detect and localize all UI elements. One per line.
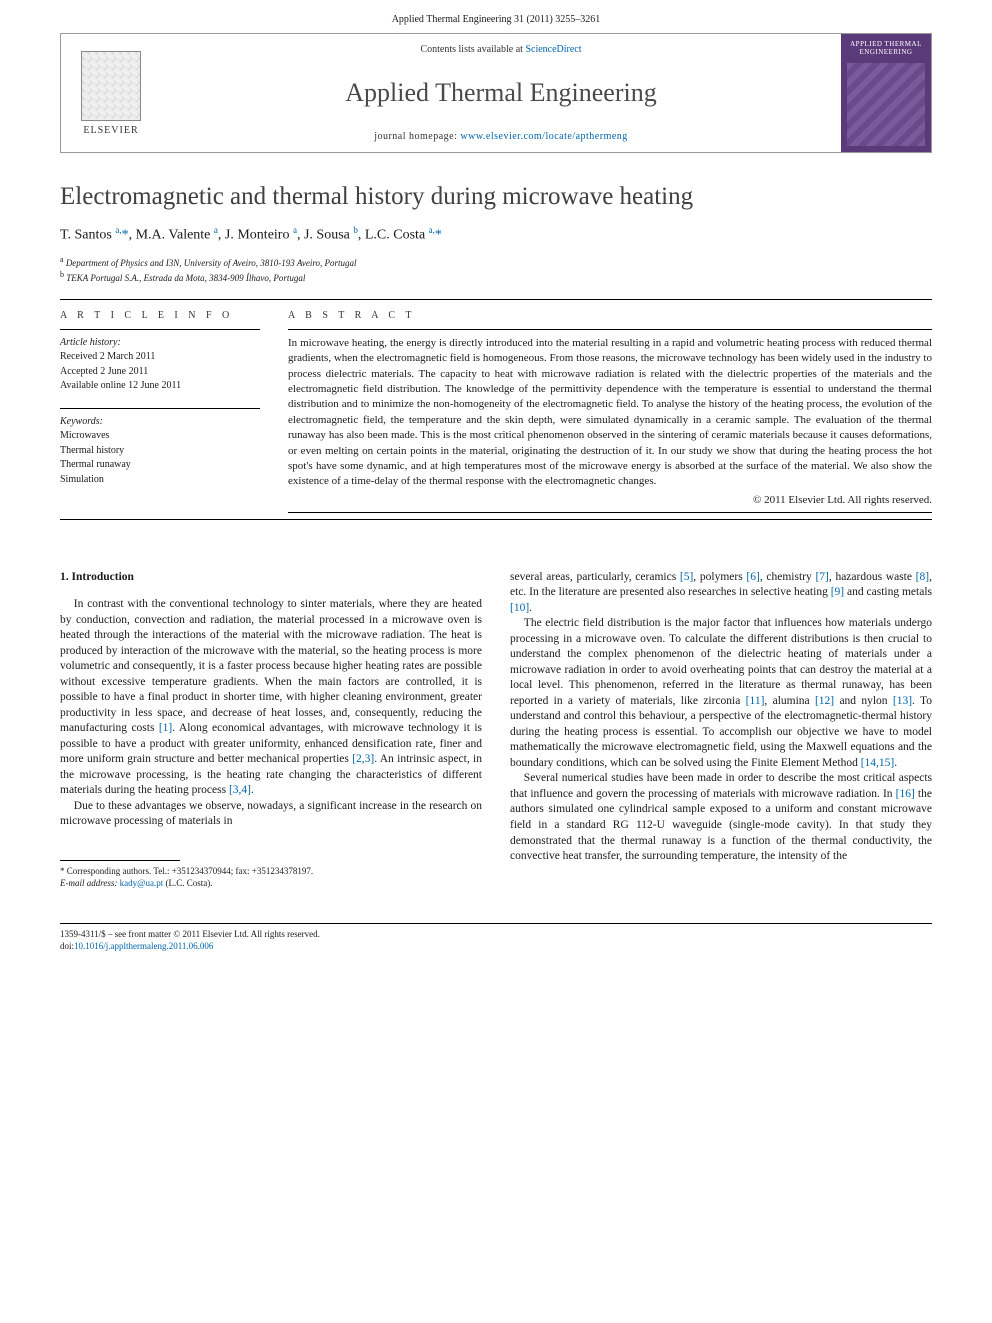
col2-p1: several areas, particularly, ceramics [5… [510, 570, 932, 617]
affiliation-b: b TEKA Portugal S.A., Estrada da Mota, 3… [60, 269, 932, 285]
affiliation-a: a Department of Physics and I3N, Univers… [60, 254, 932, 270]
abstract-column: A B S T R A C T In microwave heating, th… [288, 310, 932, 519]
publisher-name: ELSEVIER [83, 125, 138, 136]
footnote-separator [60, 860, 180, 861]
authors-line: T. Santos a,*, M.A. Valente a, J. Montei… [60, 225, 932, 244]
history-online: Available online 12 June 2011 [60, 379, 260, 394]
corr-line: * Corresponding authors. Tel.: +35123437… [60, 865, 482, 877]
history-label: Article history: [60, 336, 260, 351]
journal-banner: ELSEVIER Contents lists available at Sci… [60, 33, 932, 153]
banner-center: Contents lists available at ScienceDirec… [161, 34, 841, 152]
history-block: Article history: Received 2 March 2011 A… [60, 336, 260, 394]
cover-title: APPLIED THERMAL ENGINEERING [847, 40, 925, 57]
contents-prefix: Contents lists available at [420, 44, 525, 55]
keywords-label: Keywords: [60, 415, 260, 430]
body-col-left: 1. Introduction In contrast with the con… [60, 570, 482, 890]
history-accepted: Accepted 2 June 2011 [60, 365, 260, 380]
email-line: E-mail address: kady@ua.pt (L.C. Costa). [60, 877, 482, 889]
journal-name: Applied Thermal Engineering [345, 78, 656, 108]
abstract-copyright: © 2011 Elsevier Ltd. All rights reserved… [288, 494, 932, 506]
homepage-prefix: journal homepage: [374, 131, 460, 142]
history-received: Received 2 March 2011 [60, 350, 260, 365]
article-info-column: A R T I C L E I N F O Article history: R… [60, 310, 260, 519]
info-heading: A R T I C L E I N F O [60, 310, 260, 321]
email-person: (L.C. Costa). [165, 878, 212, 888]
article-title: Electromagnetic and thermal history duri… [60, 183, 932, 211]
abstract-sep-top [288, 329, 932, 330]
col2-p2: The electric field distribution is the m… [510, 616, 932, 771]
keyword-2: Thermal history [60, 444, 260, 459]
body-columns: 1. Introduction In contrast with the con… [60, 570, 932, 890]
doi-link[interactable]: 10.1016/j.applthermaleng.2011.06.006 [74, 941, 213, 951]
elsevier-tree-icon [81, 51, 141, 121]
corresponding-footnote: * Corresponding authors. Tel.: +35123437… [60, 865, 482, 889]
keywords-block: Keywords: Microwaves Thermal history The… [60, 415, 260, 488]
journal-cover: APPLIED THERMAL ENGINEERING [841, 34, 931, 152]
abstract-text: In microwave heating, the energy is dire… [288, 336, 932, 490]
rule-top [60, 299, 932, 300]
keyword-3: Thermal runaway [60, 458, 260, 473]
section-1-head: 1. Introduction [60, 570, 482, 586]
issn-line: 1359-4311/$ – see front matter © 2011 El… [60, 928, 932, 940]
abstract-sep-bottom [288, 512, 932, 513]
abstract-heading: A B S T R A C T [288, 310, 932, 321]
email-link[interactable]: kady@ua.pt [120, 878, 164, 888]
col1-p2: Due to these advantages we observe, nowa… [60, 799, 482, 830]
doi-label: doi: [60, 941, 74, 951]
col1-p1: In contrast with the conventional techno… [60, 597, 482, 799]
col2-p3: Several numerical studies have been made… [510, 771, 932, 864]
rule-bottom [60, 519, 932, 520]
bottom-info: 1359-4311/$ – see front matter © 2011 El… [0, 924, 992, 972]
contents-line: Contents lists available at ScienceDirec… [420, 44, 581, 55]
affil-a-text: Department of Physics and I3N, Universit… [66, 258, 357, 268]
email-label: E-mail address: [60, 878, 117, 888]
info-sep-1 [60, 329, 260, 330]
body-col-right: several areas, particularly, ceramics [5… [510, 570, 932, 890]
keyword-1: Microwaves [60, 429, 260, 444]
doi-line: doi:10.1016/j.applthermaleng.2011.06.006 [60, 940, 932, 952]
publisher-block: ELSEVIER [61, 34, 161, 152]
sciencedirect-link[interactable]: ScienceDirect [525, 44, 581, 55]
affil-b-text: TEKA Portugal S.A., Estrada da Mota, 383… [66, 273, 305, 283]
header-citation: Applied Thermal Engineering 31 (2011) 32… [0, 0, 992, 33]
content-area: Electromagnetic and thermal history duri… [0, 153, 992, 909]
keyword-4: Simulation [60, 473, 260, 488]
info-sep-2 [60, 408, 260, 409]
cover-art-icon [847, 63, 925, 146]
info-abstract-row: A R T I C L E I N F O Article history: R… [60, 310, 932, 519]
homepage-line: journal homepage: www.elsevier.com/locat… [374, 131, 628, 142]
homepage-link[interactable]: www.elsevier.com/locate/apthermeng [460, 131, 627, 142]
